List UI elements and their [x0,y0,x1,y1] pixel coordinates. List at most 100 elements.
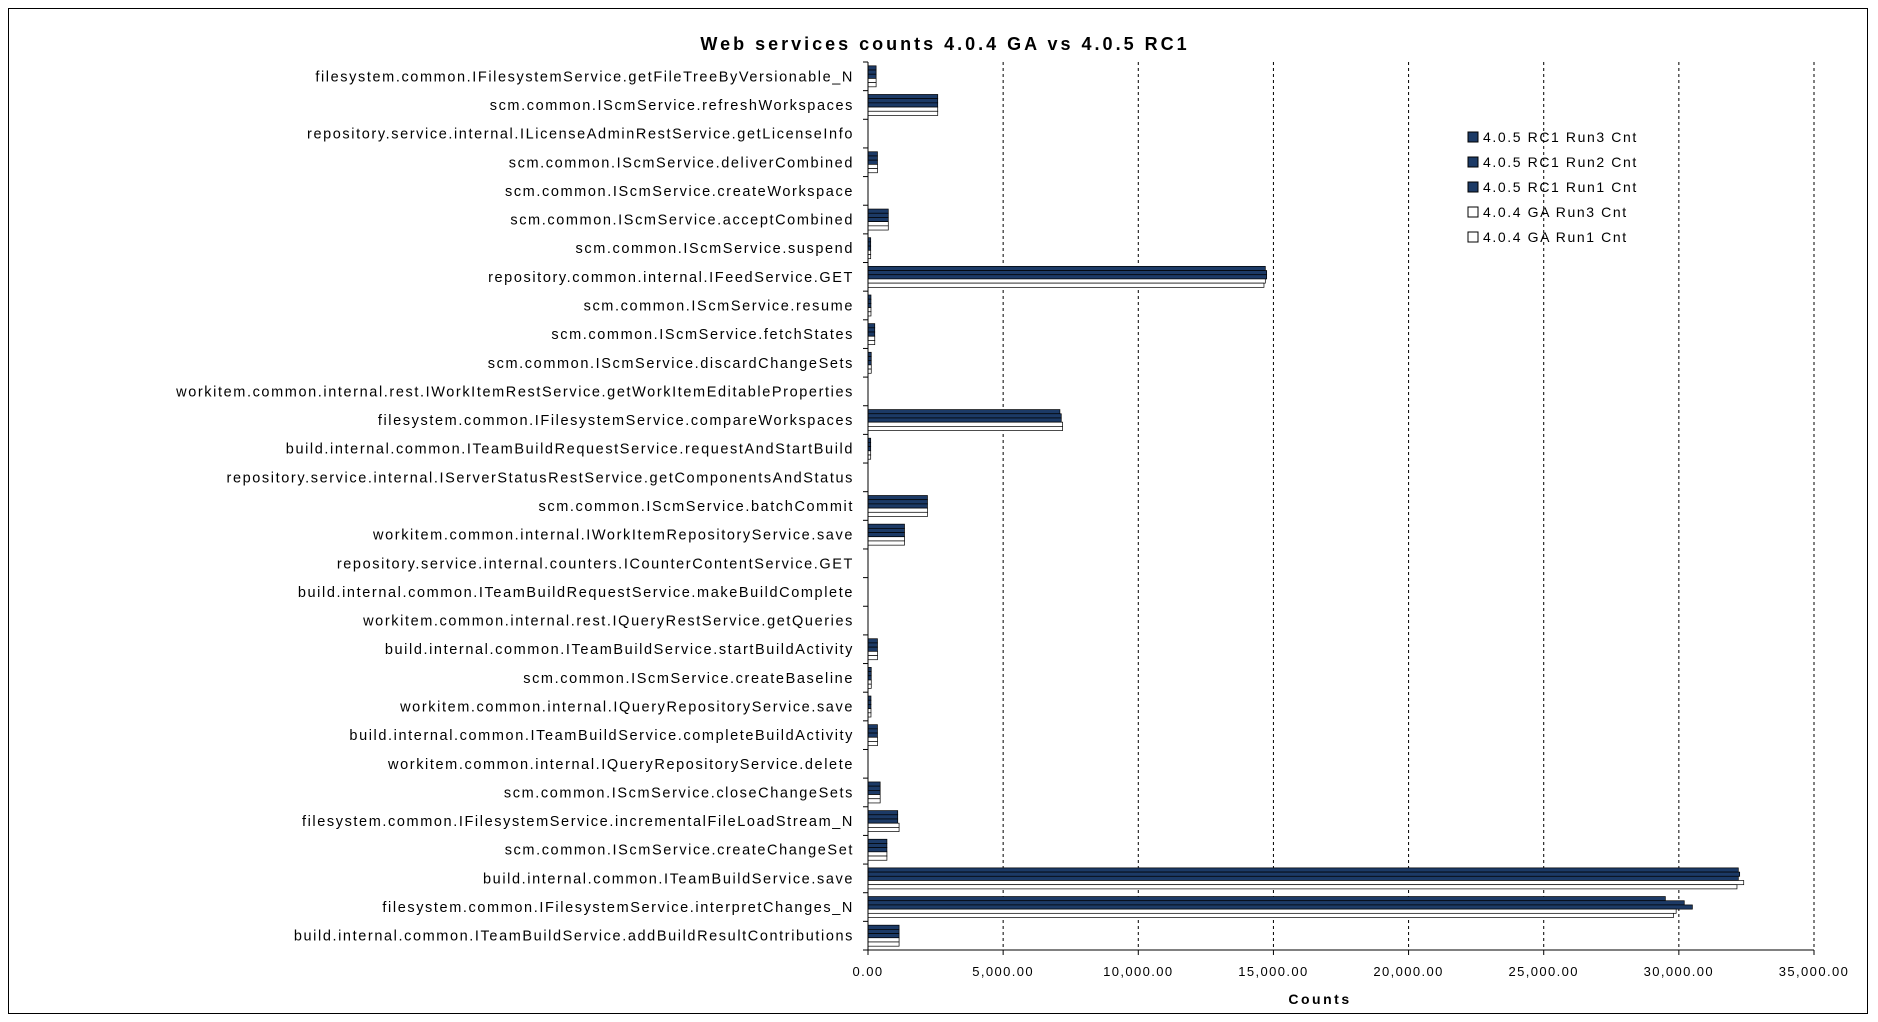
category-label: scm.common.IScmService.resume [584,298,854,314]
bar [867,847,888,853]
bar [867,323,876,329]
bar [867,409,1061,415]
bar [867,900,1685,906]
bar [867,335,876,341]
bar [867,912,1674,918]
bars [867,65,1745,947]
bar [867,208,889,214]
bar [867,650,878,656]
chart-frame [8,8,1868,1014]
category-label: repository.service.internal.counters.ICo… [337,556,854,572]
bar [867,941,900,947]
category-label: build.internal.common.ITeamBuildService.… [483,871,854,887]
bar [867,221,889,227]
bar [867,638,878,644]
bar [867,159,878,165]
x-tick-label: 25,000.00 [1508,964,1578,979]
x-axis-title: Counts [1288,991,1351,1007]
bar [867,73,877,79]
bar [867,168,878,174]
bar [867,724,878,730]
bar [867,875,1739,881]
x-tick-label: 30,000.00 [1644,964,1714,979]
bar [867,413,1062,419]
bar [867,78,877,83]
bar [867,851,888,857]
bar [867,838,888,844]
x-tick-label: 0.00 [853,964,884,979]
bar [867,867,1739,873]
category-label: filesystem.common.IFilesystemService.get… [315,69,854,85]
legend-swatch [1467,206,1479,218]
legend-swatch [1467,181,1479,193]
bar [867,904,1693,910]
category-label: build.internal.common.ITeamBuildService.… [294,929,854,945]
bar [867,822,900,828]
bar [867,871,1741,877]
bar [867,274,1268,280]
bar [867,65,877,71]
axes [863,61,1815,955]
legend-label: 4.0.5 RC1 Run2 Cnt [1483,154,1638,170]
bar [867,843,888,848]
category-labels: filesystem.common.IFilesystemService.get… [175,69,854,945]
bar [867,884,1738,890]
category-label: scm.common.IScmService.createChangeSet [505,843,854,859]
category-label: workitem.common.internal.rest.IQueryRest… [362,614,854,630]
bar [867,421,1063,427]
bar [867,527,905,533]
category-label: scm.common.IScmService.refreshWorkspaces [490,98,854,114]
legend-swatch [1467,131,1479,143]
bar [867,908,1677,914]
legend-label: 4.0.4 GA Run1 Cnt [1483,229,1628,245]
bar [867,503,928,509]
bar [867,110,939,116]
bar [867,790,881,795]
bar [867,655,878,661]
legend: 4.0.5 RC1 Run3 Cnt 4.0.5 RC1 Run2 Cnt 4.0.… [1467,129,1638,245]
category-label: scm.common.IScmService.deliverCombined [509,155,854,171]
bar [867,523,905,529]
chart-title: Web services counts 4.0.4 GA vs 4.0.5 RC… [700,34,1189,54]
bar [867,340,876,345]
legend-label: 4.0.5 RC1 Run1 Cnt [1483,179,1638,195]
category-label: workitem.common.internal.IQueryRepositor… [399,700,854,716]
bar [867,794,881,800]
bar [867,69,877,75]
bar [867,798,881,804]
bar [867,499,928,505]
category-label: workitem.common.internal.rest.IWorkItemR… [175,384,854,400]
bar [867,94,939,100]
category-label: scm.common.IScmService.fetchStates [551,327,854,343]
bar [867,536,905,542]
category-label: repository.common.internal.IFeedService.… [488,270,854,286]
bar [867,810,899,816]
bar [867,818,899,824]
x-tick-label: 10,000.00 [1103,964,1173,979]
category-label: filesystem.common.IFilesystemService.com… [378,413,854,429]
category-label: scm.common.IScmService.batchCommit [539,499,854,515]
category-label: filesystem.common.IFilesystemService.int… [382,900,854,916]
bar [867,102,939,108]
bar [867,225,889,231]
bar [867,937,900,943]
bar [867,164,878,169]
bar [867,646,878,652]
bar [867,155,878,161]
x-tick-label: 15,000.00 [1238,964,1308,979]
legend-label: 4.0.5 RC1 Run3 Cnt [1483,129,1638,145]
bar [867,924,900,930]
x-tick-label: 20,000.00 [1373,964,1443,979]
category-label: scm.common.IScmService.suspend [576,241,854,257]
bar [867,151,878,157]
bar [867,270,1268,276]
bar [867,540,905,546]
bar [867,642,878,648]
category-label: scm.common.IScmService.discardChangeSets [488,356,854,372]
bar [867,855,888,861]
bar [867,511,928,517]
legend-label: 4.0.4 GA Run3 Cnt [1483,204,1628,220]
bar [867,265,1266,271]
category-label: build.internal.common.ITeamBuildService.… [349,728,854,744]
